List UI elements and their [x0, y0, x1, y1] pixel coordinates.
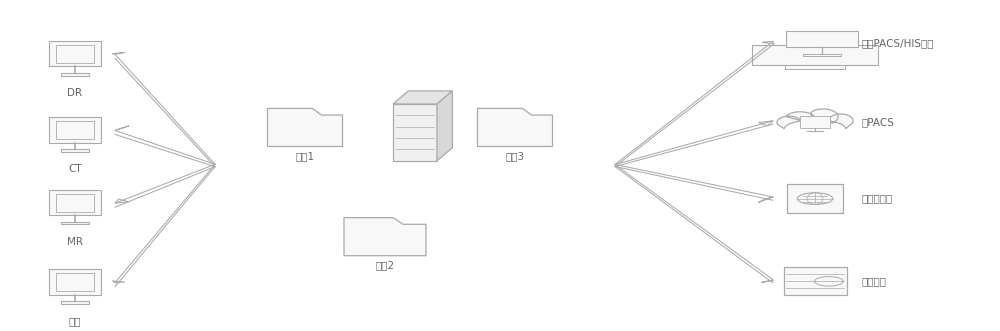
- Bar: [49, 269, 101, 295]
- Polygon shape: [115, 199, 129, 203]
- Bar: [786, 31, 858, 47]
- Polygon shape: [268, 109, 342, 147]
- Polygon shape: [115, 126, 129, 130]
- Circle shape: [797, 193, 833, 205]
- Bar: [61, 222, 89, 224]
- Text: 本地PACS/HIS系统: 本地PACS/HIS系统: [862, 38, 934, 48]
- Polygon shape: [393, 91, 452, 104]
- Text: CT: CT: [68, 164, 82, 174]
- Bar: [49, 117, 101, 143]
- Circle shape: [815, 277, 843, 286]
- Bar: [61, 73, 89, 75]
- Bar: [800, 116, 830, 128]
- Text: 医联体系统: 医联体系统: [862, 194, 893, 204]
- Polygon shape: [112, 52, 125, 54]
- Text: DR: DR: [67, 88, 83, 98]
- Text: 缓存3: 缓存3: [505, 151, 525, 161]
- Polygon shape: [112, 281, 125, 283]
- Polygon shape: [759, 121, 773, 126]
- Bar: [803, 54, 841, 56]
- Bar: [785, 65, 845, 69]
- Text: 其他系统: 其他系统: [862, 276, 887, 286]
- Polygon shape: [478, 109, 552, 147]
- Polygon shape: [758, 197, 773, 203]
- Bar: [56, 273, 94, 291]
- Polygon shape: [762, 280, 774, 282]
- Polygon shape: [777, 109, 853, 129]
- Bar: [784, 267, 846, 295]
- Bar: [787, 184, 843, 213]
- Polygon shape: [762, 41, 774, 44]
- Text: MR: MR: [67, 237, 83, 247]
- Bar: [61, 149, 89, 152]
- Bar: [393, 104, 437, 161]
- Bar: [49, 190, 101, 215]
- Bar: [61, 301, 89, 304]
- Text: 其他: 其他: [69, 316, 81, 326]
- Bar: [752, 45, 878, 65]
- Bar: [49, 41, 101, 67]
- Text: 云PACS: 云PACS: [862, 118, 895, 127]
- Bar: [56, 121, 94, 139]
- Polygon shape: [344, 218, 426, 256]
- Bar: [56, 194, 94, 212]
- Text: 缓存2: 缓存2: [375, 260, 395, 270]
- Text: 缓存1: 缓存1: [295, 151, 315, 161]
- Polygon shape: [437, 91, 452, 161]
- Bar: [56, 45, 94, 63]
